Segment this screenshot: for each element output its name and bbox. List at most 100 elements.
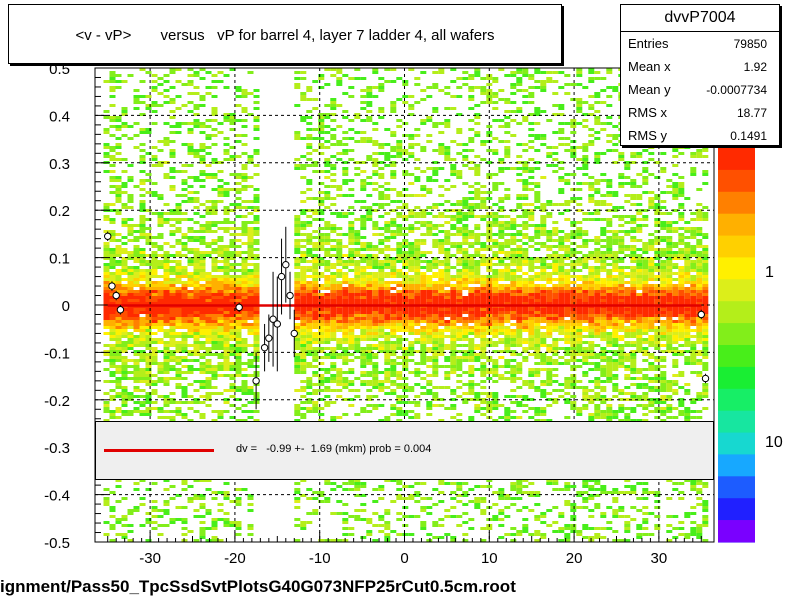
heatmap-cell <box>474 233 481 236</box>
heatmap-cell <box>306 110 313 113</box>
heatmap-cell <box>103 257 110 260</box>
heatmap-cell <box>420 311 427 314</box>
heatmap-cell <box>199 356 206 359</box>
heatmap-cell <box>582 302 589 305</box>
heatmap-cell <box>570 197 577 200</box>
heatmap-cell <box>516 314 523 317</box>
heatmap-cell <box>606 149 613 152</box>
heatmap-cell <box>468 257 475 260</box>
heatmap-cell <box>360 224 367 227</box>
heatmap-cell <box>348 128 355 131</box>
heatmap-cell <box>666 293 673 296</box>
heatmap-cell <box>139 269 146 272</box>
heatmap-cell <box>306 215 313 218</box>
heatmap-cell <box>576 233 583 236</box>
heatmap-cell <box>594 77 601 80</box>
heatmap-cell <box>654 293 661 296</box>
heatmap-cell <box>600 254 607 257</box>
heatmap-cell <box>139 206 146 209</box>
heatmap-cell <box>576 257 583 260</box>
heatmap-cell <box>408 284 415 287</box>
heatmap-cell <box>127 239 134 242</box>
heatmap-cell <box>528 212 535 215</box>
heatmap-cell <box>193 71 200 74</box>
heatmap-cell <box>151 380 158 383</box>
heatmap-cell <box>654 218 661 221</box>
heatmap-cell <box>175 308 182 311</box>
heatmap-cell <box>384 212 391 215</box>
heatmap-cell <box>558 281 565 284</box>
heatmap-cell <box>582 86 589 89</box>
heatmap-cell <box>582 290 589 293</box>
heatmap-cell <box>109 374 116 377</box>
heatmap-cell <box>474 290 481 293</box>
heatmap-cell <box>690 152 697 155</box>
heatmap-cell <box>354 77 361 80</box>
heatmap-cell <box>217 299 224 302</box>
heatmap-cell <box>396 140 403 143</box>
heatmap-cell <box>540 71 547 74</box>
heatmap-cell <box>133 185 140 188</box>
heatmap-cell <box>157 299 164 302</box>
heatmap-cell <box>654 230 661 233</box>
heatmap-cell <box>145 371 152 374</box>
heatmap-cell <box>426 179 433 182</box>
heatmap-cell <box>564 233 571 236</box>
heatmap-cell <box>169 149 176 152</box>
heatmap-cell <box>181 326 188 329</box>
heatmap-cell <box>630 254 637 257</box>
heatmap-cell <box>462 287 469 290</box>
heatmap-cell <box>540 272 547 275</box>
heatmap-cell <box>133 377 140 380</box>
heatmap-cell <box>318 245 325 248</box>
heatmap-cell <box>127 326 134 329</box>
heatmap-cell <box>157 296 164 299</box>
heatmap-cell <box>546 203 553 206</box>
heatmap-cell <box>384 230 391 233</box>
heatmap-cell <box>642 257 649 260</box>
heatmap-cell <box>145 179 152 182</box>
heatmap-cell <box>504 116 511 119</box>
heatmap-cell <box>336 143 343 146</box>
heatmap-cell <box>121 326 128 329</box>
heatmap-cell <box>103 311 110 314</box>
heatmap-cell <box>223 518 230 521</box>
heatmap-cell <box>456 242 463 245</box>
heatmap-cell <box>253 137 260 140</box>
heatmap-cell <box>444 125 451 128</box>
heatmap-cell <box>450 293 457 296</box>
heatmap-cell <box>654 242 661 245</box>
heatmap-cell <box>666 296 673 299</box>
heatmap-cell <box>510 74 517 77</box>
heatmap-cell <box>660 263 667 266</box>
heatmap-cell <box>247 416 254 419</box>
heatmap-cell <box>217 260 224 263</box>
heatmap-cell <box>139 371 146 374</box>
heatmap-cell <box>600 260 607 263</box>
heatmap-cell <box>348 281 355 284</box>
heatmap-cell <box>115 152 122 155</box>
heatmap-cell <box>492 221 499 224</box>
heatmap-cell <box>205 371 212 374</box>
heatmap-cell <box>612 311 619 314</box>
heatmap-cell <box>318 218 325 221</box>
heatmap-cell <box>528 167 535 170</box>
heatmap-cell <box>648 203 655 206</box>
heatmap-cell <box>540 83 547 86</box>
heatmap-cell <box>402 101 409 104</box>
heatmap-cell <box>139 203 146 206</box>
heatmap-cell <box>684 302 691 305</box>
heatmap-cell <box>354 272 361 275</box>
heatmap-cell <box>205 251 212 254</box>
heatmap-cell <box>570 131 577 134</box>
heatmap-cell <box>378 242 385 245</box>
heatmap-cell <box>217 122 224 125</box>
heatmap-cell <box>414 242 421 245</box>
heatmap-cell <box>546 248 553 251</box>
heatmap-cell <box>330 167 337 170</box>
heatmap-cell <box>121 371 128 374</box>
heatmap-cell <box>151 245 158 248</box>
heatmap-cell <box>360 272 367 275</box>
heatmap-cell <box>253 119 260 122</box>
heatmap-cell <box>534 266 541 269</box>
